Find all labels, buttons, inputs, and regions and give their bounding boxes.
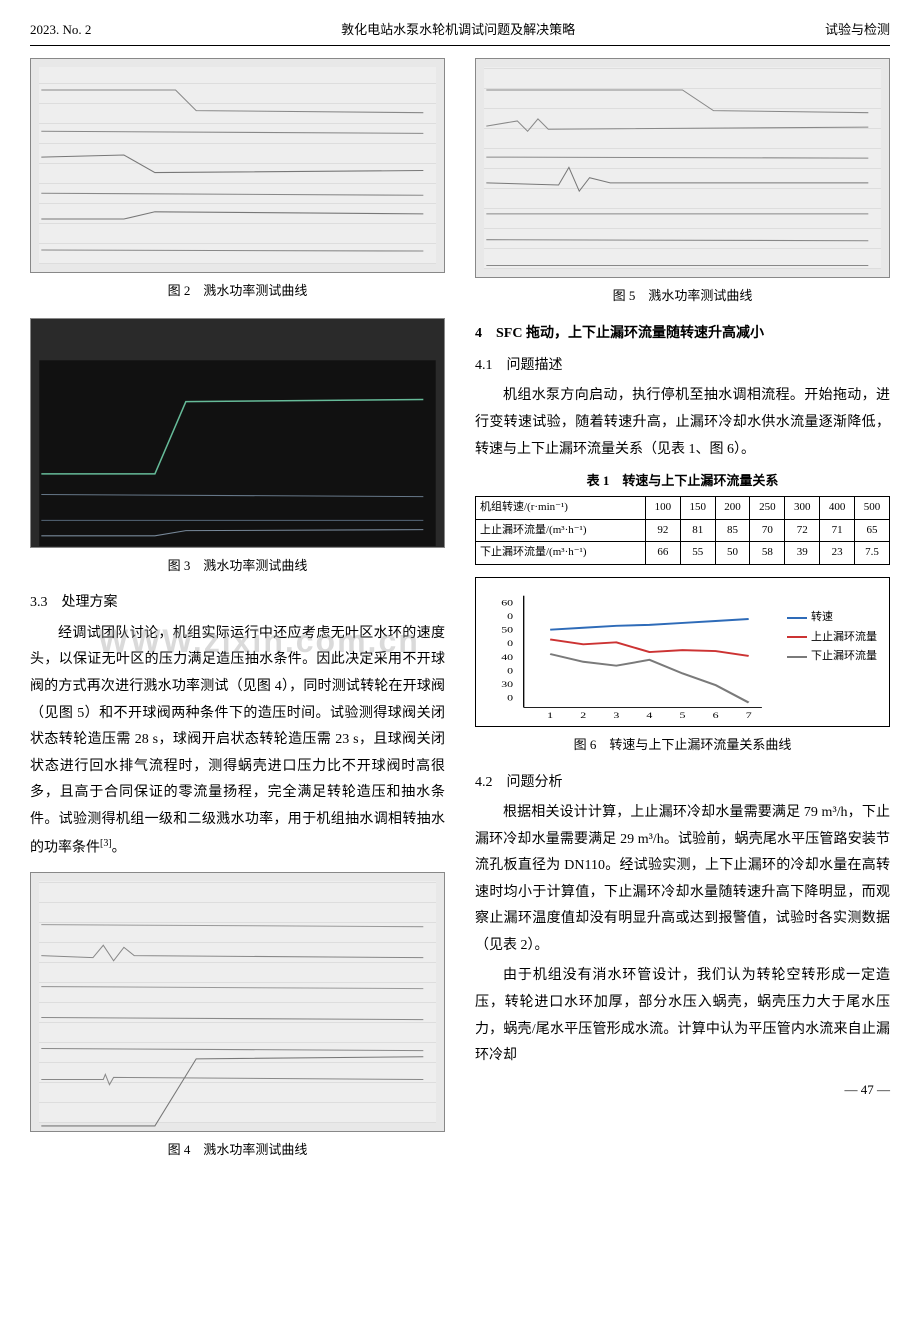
section-4-title: 4 SFC 拖动，上下止漏环流量随转速升高减小 — [475, 323, 890, 345]
svg-text:7: 7 — [746, 711, 752, 720]
table-row: 下止漏环流量/(m³·h⁻¹) 66 55 50 58 39 23 7.5 — [476, 542, 890, 565]
two-column-layout: 图 2 溅水功率测试曲线 图 3 溅水功率测试曲线 3.3 处理方案 WWW.z… — [30, 58, 890, 1177]
figure-4-chart — [30, 872, 445, 1132]
svg-text:30: 30 — [501, 680, 513, 689]
svg-text:50: 50 — [501, 626, 513, 635]
svg-text:4: 4 — [646, 711, 653, 720]
legend-item: 下止漏环流量 — [787, 647, 877, 667]
legend-item: 上止漏环流量 — [787, 628, 877, 648]
left-column: 图 2 溅水功率测试曲线 图 3 溅水功率测试曲线 3.3 处理方案 WWW.z… — [30, 58, 445, 1177]
svg-text:0: 0 — [507, 612, 513, 621]
table-head-label: 机组转速/(r·min⁻¹) — [476, 496, 646, 519]
section-3-3-title: 3.3 处理方案 — [30, 592, 445, 614]
section-3-3-paragraph: WWW.zixin.com.cn 经调试团队讨论，机组实际运行中还应考虑无叶区水… — [30, 621, 445, 862]
svg-text:0: 0 — [507, 694, 513, 703]
figure-6-caption: 图 6 转速与上下止漏环流量关系曲线 — [475, 735, 890, 756]
table-1: 机组转速/(r·min⁻¹) 100 150 200 250 300 400 5… — [475, 496, 890, 565]
svg-text:6: 6 — [713, 711, 719, 720]
header-left: 2023. No. 2 — [30, 20, 91, 41]
figure-5-chart — [475, 58, 890, 278]
table-row: 上止漏环流量/(m³·h⁻¹) 92 81 85 70 72 71 65 — [476, 519, 890, 542]
page-number: — 47 — — [475, 1080, 890, 1101]
svg-text:0: 0 — [507, 666, 513, 675]
svg-text:1: 1 — [547, 711, 553, 720]
figure-3-caption: 图 3 溅水功率测试曲线 — [30, 556, 445, 577]
svg-text:0: 0 — [507, 639, 513, 648]
figure-5-caption: 图 5 溅水功率测试曲线 — [475, 286, 890, 307]
section-4-1-title: 4.1 问题描述 — [475, 355, 890, 377]
table-1-caption: 表 1 转速与上下止漏环流量关系 — [475, 471, 890, 492]
section-4-2-paragraph-1: 根据相关设计计算，上止漏环冷却水量需要满足 79 m³/h，下止漏环冷却水量需要… — [475, 800, 890, 960]
upper-flow-label: 上止漏环流量/(m³·h⁻¹) — [476, 519, 646, 542]
svg-text:40: 40 — [501, 653, 513, 662]
figure-6-legend: 转速 上止漏环流量 下止漏环流量 — [787, 608, 877, 667]
figure-6-chart: 60 0 50 0 40 0 30 0 1 2 3 4 5 6 7 — [475, 577, 890, 727]
page-header: 2023. No. 2 敦化电站水泵水轮机调试问题及解决策略 试验与检测 — [30, 20, 890, 46]
table-row: 机组转速/(r·min⁻¹) 100 150 200 250 300 400 5… — [476, 496, 890, 519]
right-column: 图 5 溅水功率测试曲线 4 SFC 拖动，上下止漏环流量随转速升高减小 4.1… — [475, 58, 890, 1177]
svg-text:5: 5 — [680, 711, 686, 720]
svg-text:60: 60 — [501, 598, 513, 607]
lower-flow-label: 下止漏环流量/(m³·h⁻¹) — [476, 542, 646, 565]
figure-2-caption: 图 2 溅水功率测试曲线 — [30, 281, 445, 302]
section-4-1-paragraph: 机组水泵方向启动，执行停机至抽水调相流程。开始拖动，进行变转速试验，随着转速升高… — [475, 383, 890, 463]
figure-4-caption: 图 4 溅水功率测试曲线 — [30, 1140, 445, 1161]
header-center: 敦化电站水泵水轮机调试问题及解决策略 — [341, 20, 575, 41]
svg-text:3: 3 — [613, 711, 619, 720]
section-4-2-paragraph-2: 由于机组没有消水环管设计，我们认为转轮空转形成一定造压，转轮进口水环加厚，部分水… — [475, 963, 890, 1069]
citation-3: [3] — [100, 838, 112, 849]
svg-text:2: 2 — [580, 711, 586, 720]
figure-2-chart — [30, 58, 445, 273]
section-4-2-title: 4.2 问题分析 — [475, 772, 890, 794]
header-right: 试验与检测 — [825, 20, 890, 41]
legend-item: 转速 — [787, 608, 877, 628]
figure-3-chart — [30, 318, 445, 548]
